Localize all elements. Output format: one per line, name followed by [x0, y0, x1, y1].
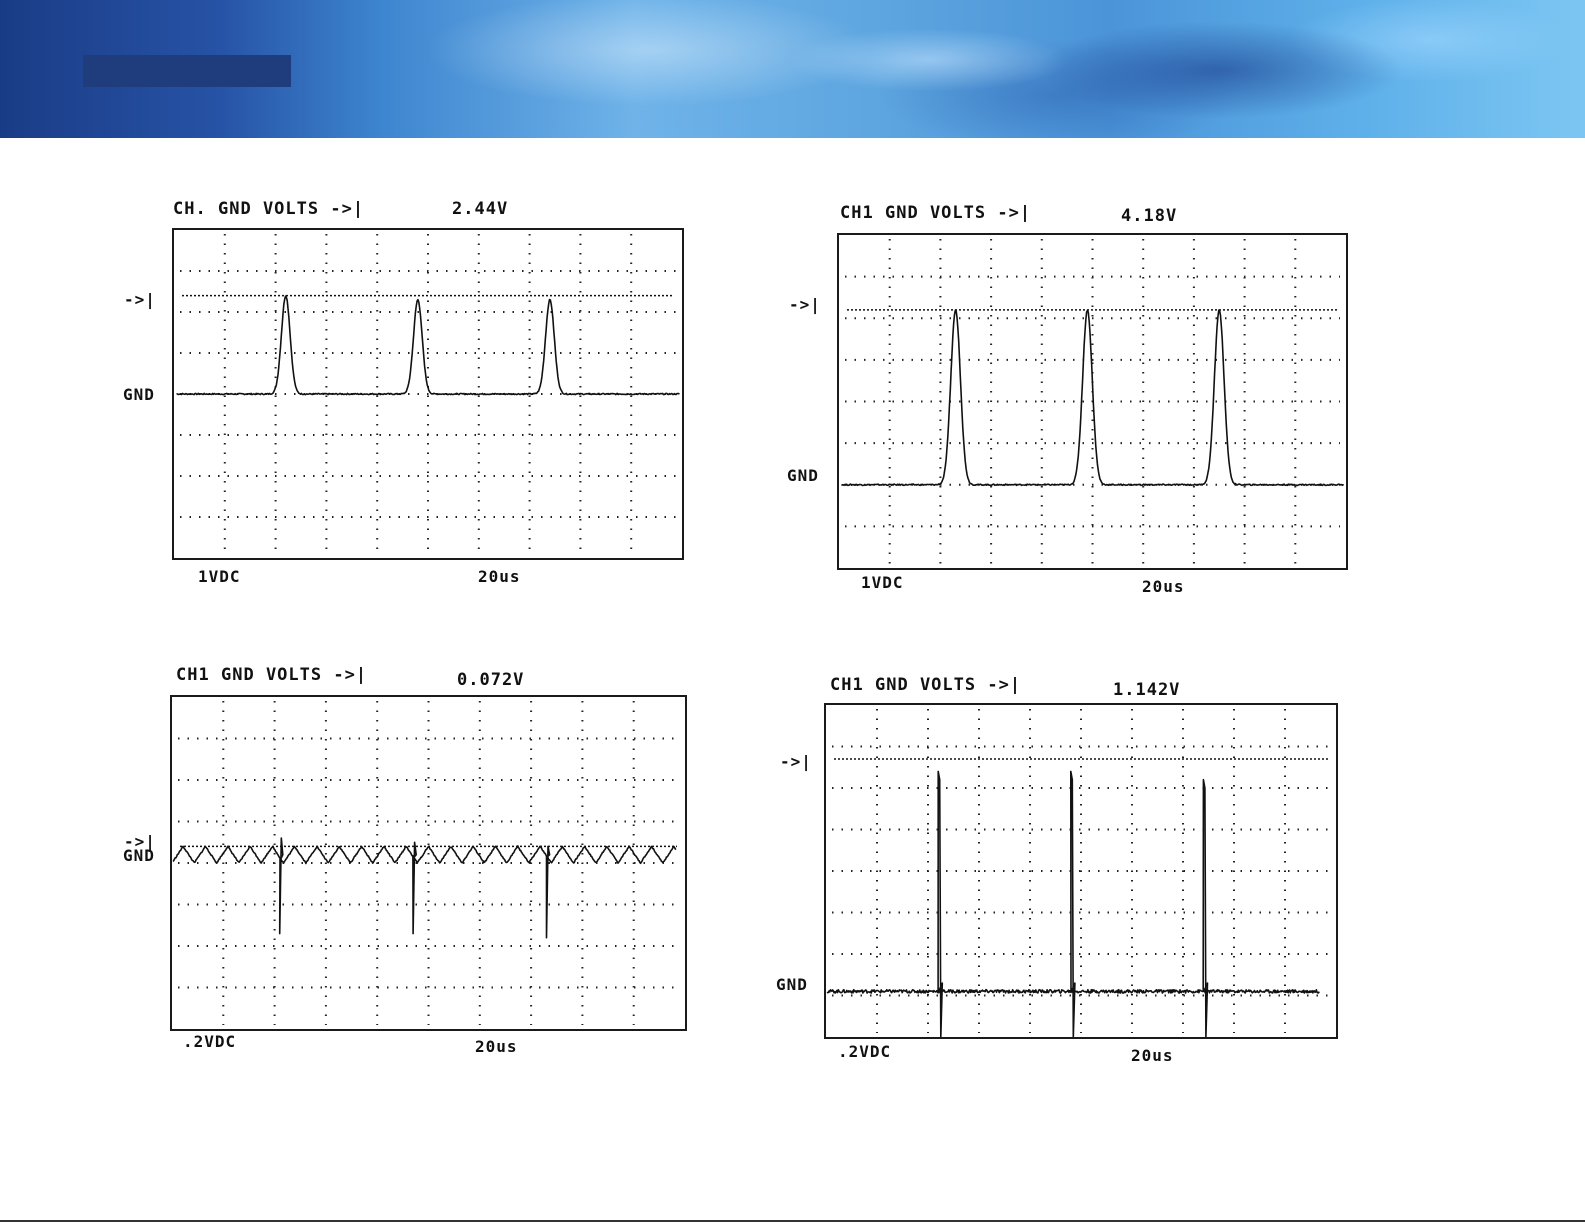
ground-marker: GND: [776, 975, 808, 994]
panel-header: CH1 GND VOLTS ->|: [840, 203, 1031, 223]
scope-trace-plot: [176, 234, 680, 554]
ground-marker: GND: [787, 466, 819, 485]
voltage-reading: 0.072V: [457, 670, 525, 690]
voltage-reading: 2.44V: [452, 199, 509, 219]
signal-trace: [841, 309, 1345, 487]
gnd-label: GND: [874, 675, 909, 695]
volts-label: VOLTS: [262, 199, 320, 219]
cursor-symbol: ->|: [333, 665, 368, 685]
scope-trace-plot: [826, 709, 1330, 1037]
cursor-marker: ->|: [789, 295, 821, 314]
time-scale: 20us: [1131, 1046, 1174, 1065]
channel-label: CH1: [830, 675, 864, 695]
ground-marker: GND: [123, 846, 155, 865]
signal-trace: [176, 295, 680, 396]
volts-label: VOLTS: [919, 675, 977, 695]
scope-trace-plot: [841, 239, 1345, 564]
signal-trace: [172, 837, 677, 939]
volts-label: VOLTS: [265, 665, 323, 685]
header-banner: [0, 0, 1585, 138]
ground-marker: GND: [123, 385, 155, 404]
cursor-symbol: ->|: [987, 675, 1022, 695]
scope-screen: [824, 703, 1338, 1039]
banner-title-block: [83, 55, 291, 87]
panel-header: CH. GND VOLTS ->|: [173, 199, 364, 219]
time-scale: 20us: [475, 1037, 518, 1056]
channel-label: CH1: [176, 665, 210, 685]
gnd-label: GND: [884, 203, 919, 223]
cursor-marker: ->|: [124, 832, 156, 851]
cursor-symbol: ->|: [997, 203, 1032, 223]
volts-label: VOLTS: [929, 203, 987, 223]
signal-trace: [826, 770, 1320, 1037]
voltage-reading: 1.142V: [1113, 680, 1181, 700]
channel-label: CH.: [173, 199, 207, 219]
scope-trace-plot: [172, 701, 679, 1025]
vertical-scale: .2VDC: [183, 1032, 237, 1051]
gnd-label: GND: [217, 199, 252, 219]
scope-screen: [837, 233, 1348, 570]
time-scale: 20us: [1142, 577, 1185, 596]
panel-header: CH1 GND VOLTS ->|: [830, 675, 1021, 695]
vertical-scale: 1VDC: [198, 567, 241, 586]
panel-header: CH1 GND VOLTS ->|: [176, 665, 367, 685]
footer-rule: [0, 1220, 1585, 1222]
channel-label: CH1: [840, 203, 874, 223]
vertical-scale: 1VDC: [861, 573, 904, 592]
scope-screen: [170, 695, 687, 1031]
cursor-marker: ->|: [780, 752, 812, 771]
cursor-marker: ->|: [124, 290, 156, 309]
scope-screen: [172, 228, 684, 560]
vertical-scale: .2VDC: [838, 1042, 892, 1061]
cursor-symbol: ->|: [330, 199, 365, 219]
time-scale: 20us: [478, 567, 521, 586]
gnd-label: GND: [220, 665, 255, 685]
voltage-reading: 4.18V: [1121, 206, 1178, 226]
